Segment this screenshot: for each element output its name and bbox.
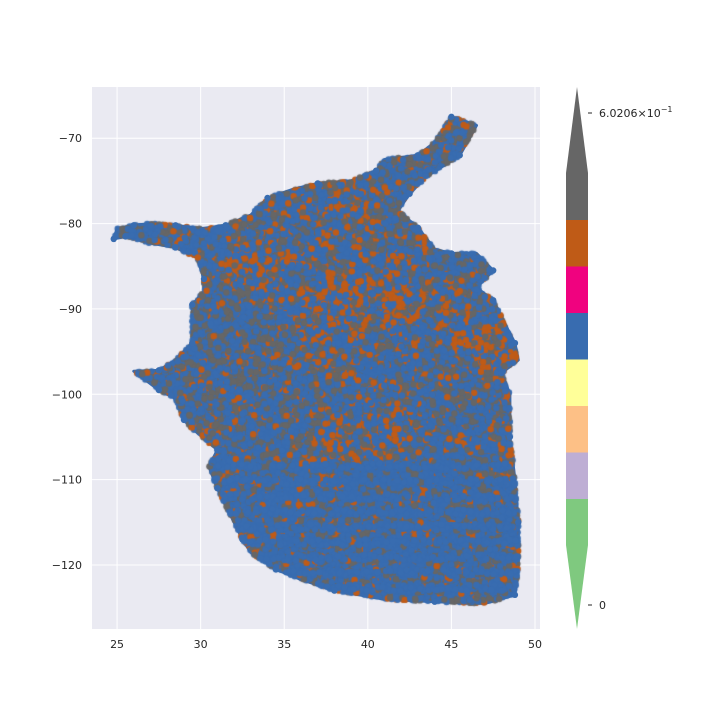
scatter-point	[498, 369, 505, 377]
scatter-point	[406, 190, 413, 197]
y-tick-label: −110	[52, 474, 82, 487]
scatter-point	[189, 339, 196, 347]
colorbar-max-exponent: −1	[661, 105, 673, 114]
scatter-point	[331, 587, 338, 594]
x-axis-tick-labels: 25 30 35 40 45 50	[110, 638, 542, 651]
colorbar: 0 6.0206×10−1	[566, 87, 673, 629]
scatter-point	[511, 591, 519, 599]
scatter-point	[314, 180, 321, 187]
scatter-point	[431, 598, 438, 605]
colorbar-segment	[566, 266, 588, 313]
colorbar-segment	[566, 405, 588, 453]
y-tick-label: −90	[59, 303, 82, 316]
x-tick-label: 50	[528, 638, 542, 651]
y-tick-label: −80	[59, 218, 82, 231]
scatter-point	[122, 233, 129, 240]
scatter-point	[448, 250, 455, 257]
colorbar-segment	[566, 173, 588, 220]
colorbar-extend-max	[566, 87, 588, 173]
scatter-point	[489, 297, 497, 304]
scatter-point	[414, 224, 422, 232]
scatter-points-raster	[92, 87, 540, 629]
scatter-point	[200, 275, 208, 283]
scatter-point	[189, 301, 196, 308]
scatter-point	[456, 152, 463, 159]
scatter-point	[448, 113, 455, 121]
x-tick-label: 45	[444, 638, 458, 651]
scatter-point	[511, 339, 519, 347]
scatter-point	[155, 367, 163, 374]
scatter-point	[506, 433, 514, 441]
scatter-point	[130, 222, 137, 229]
scatter-point	[110, 235, 117, 243]
scatter-point	[180, 416, 188, 424]
scatter-point	[214, 484, 221, 492]
colorbar-segment	[566, 452, 588, 499]
colorbar-extend-min	[566, 545, 588, 629]
x-tick-label: 25	[110, 638, 124, 651]
scatter-point	[272, 566, 280, 573]
scatter-point	[414, 152, 422, 159]
y-tick-label: −70	[59, 132, 82, 145]
scatter-point	[222, 222, 229, 229]
colorbar-max-base: 6.0206×10	[599, 107, 661, 120]
y-tick-label: −100	[52, 388, 82, 401]
scatter-point	[155, 386, 163, 394]
scatter-point	[515, 519, 522, 526]
scatter-point	[239, 536, 246, 543]
colorbar-segment	[566, 219, 588, 267]
scatter-point	[489, 267, 497, 274]
scatter-point	[172, 222, 179, 229]
colorbar-segment	[566, 498, 588, 546]
colorbar-segment	[566, 359, 588, 406]
scatter-point	[172, 244, 179, 251]
y-axis-tick-labels: −70 −80 −90 −100 −110 −120	[52, 132, 82, 572]
y-tick-label: −120	[52, 559, 82, 572]
colorbar-min-label: 0	[599, 599, 606, 612]
scatter-point	[372, 167, 380, 174]
x-tick-label: 40	[361, 638, 375, 651]
x-tick-label: 35	[277, 638, 291, 651]
scatter-point	[264, 194, 271, 202]
x-tick-label: 30	[194, 638, 208, 651]
scatter-point	[214, 446, 221, 453]
colorbar-max-label: 6.0206×10−1	[599, 105, 673, 120]
colorbar-segment	[566, 312, 588, 360]
data-points	[92, 87, 540, 629]
